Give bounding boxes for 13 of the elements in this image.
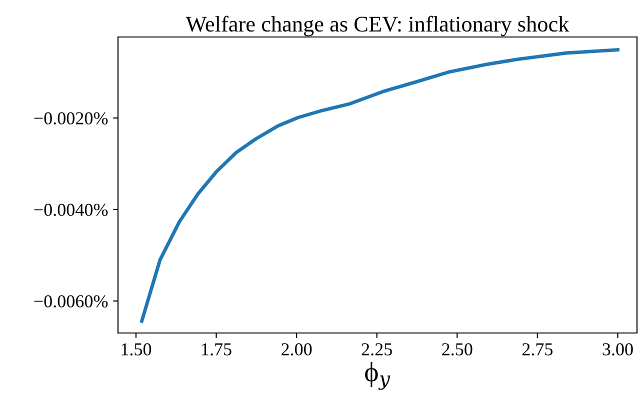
x-tick-label: 1.75	[202, 343, 232, 356]
y-tick-label: −0.0060%	[34, 295, 108, 308]
x-tick-label: 2.75	[522, 343, 553, 356]
x-tick-label: 2.25	[362, 343, 392, 356]
x-tick-label: 1.50	[122, 343, 152, 356]
y-tick-label: −0.0040%	[34, 204, 108, 216]
chart-title: Welfare change as CEV: inflationary shock	[186, 16, 570, 36]
y-tick-label: −0.0020%	[34, 112, 108, 124]
x-tick-label: 2.00	[282, 343, 312, 356]
x-tick-label: 2.50	[442, 343, 472, 356]
line-series	[140, 48, 620, 323]
x-tick-label: 3.00	[602, 343, 633, 356]
x-axis-title: ϕ$_{y}$	[365, 362, 390, 390]
